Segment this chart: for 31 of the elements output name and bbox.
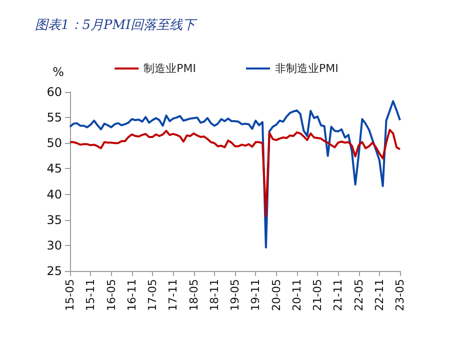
x-tick-label: 18-11	[208, 279, 221, 311]
x-tick-label: 19-05	[228, 279, 242, 311]
y-tick-label: 45	[46, 162, 62, 176]
y-tick-label: 60	[46, 85, 62, 99]
x-tick-label: 18-05	[187, 279, 200, 311]
line-series	[69, 128, 401, 218]
x-tick-label: 15-05	[64, 279, 76, 311]
x-tick-label: 20-05	[270, 279, 283, 311]
y-tick-label: 50	[46, 136, 62, 150]
chart-title: 图表1：5月PMI回落至线下	[35, 18, 198, 33]
x-tick-label: 16-11	[125, 279, 138, 311]
x-tick-label: 17-11	[166, 279, 180, 311]
line-series	[69, 100, 401, 248]
y-axis-title: %	[52, 65, 64, 79]
legend-label: 非制造业PMI	[275, 62, 338, 75]
x-tick-label: 23-05	[394, 279, 406, 311]
x-tick-label: 19-11	[249, 279, 262, 311]
x-tick-label: 21-05	[311, 279, 324, 311]
y-tick-label: 30	[46, 238, 62, 252]
x-tick-label: 22-11	[372, 279, 386, 311]
y-tick-label: 35	[46, 212, 62, 227]
x-tick-label: 15-11	[84, 279, 98, 311]
x-tick-label: 21-11	[332, 279, 345, 311]
y-tick-label: 55	[46, 110, 62, 125]
legend-label: 制造业PMI	[144, 62, 196, 75]
x-tick-label: 16-05	[104, 279, 118, 311]
x-tick-label: 20-11	[290, 279, 304, 311]
y-tick-label: 40	[46, 187, 62, 202]
y-tick-label: 25	[46, 264, 62, 278]
x-tick-label: 22-05	[352, 279, 366, 311]
x-tick-label: 17-05	[146, 279, 159, 311]
